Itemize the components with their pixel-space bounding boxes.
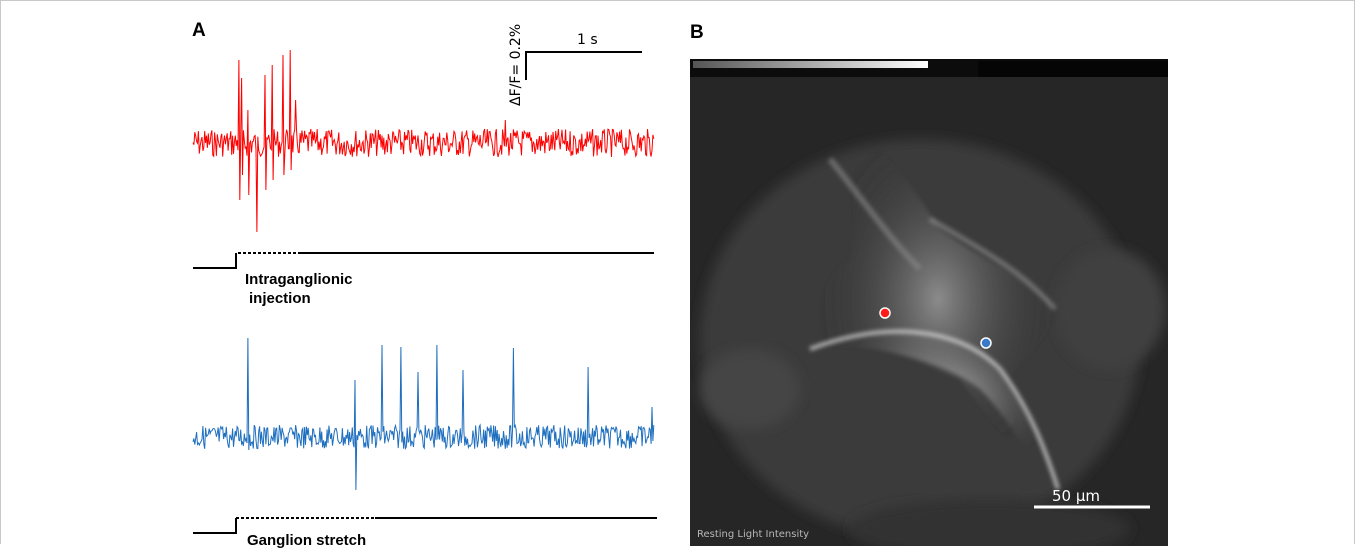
- blue-roi-marker: [980, 337, 992, 349]
- red-fluorescence-trace: [192, 49, 655, 233]
- red-roi-marker: [879, 307, 891, 319]
- blue-fluorescence-trace: [192, 337, 655, 491]
- stimulus-1-label-line2: injection: [249, 290, 311, 307]
- red-trace-line: [192, 49, 655, 233]
- image-scale-label: 50 µm: [1052, 487, 1101, 505]
- microscopy-image: 50 µm Resting Light Intensity: [690, 59, 1168, 546]
- resting-light-intensity-label: Resting Light Intensity: [697, 529, 810, 540]
- stimulus-2-label: Ganglion stretch: [247, 532, 367, 549]
- scale-bar: [525, 51, 642, 80]
- panel-a-label: A: [192, 20, 206, 41]
- stimulus-1-timeline: [193, 252, 654, 269]
- time-scale-label: 1 s: [577, 32, 598, 48]
- ganglion-fluorescence: [690, 59, 1168, 546]
- stimulus-2-timeline: [193, 517, 657, 534]
- stimulus-1-label-line1: Intraganglionic: [245, 271, 353, 288]
- amplitude-scale-label: ΔF/F= 0.2%: [508, 23, 524, 106]
- panel-b-label: B: [690, 22, 704, 43]
- blue-trace-line: [192, 337, 655, 491]
